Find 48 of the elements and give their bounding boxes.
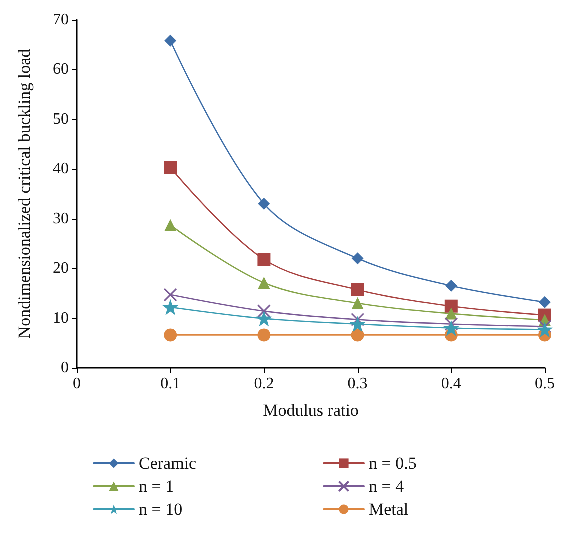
point xyxy=(445,280,458,292)
point xyxy=(352,252,364,265)
y-tick-label: 60 xyxy=(53,61,69,78)
point xyxy=(445,308,458,320)
point xyxy=(164,161,178,174)
point xyxy=(444,300,458,313)
y-tick-label: 40 xyxy=(53,160,69,178)
legend-label: n = 1 xyxy=(139,477,174,496)
point xyxy=(352,297,364,310)
point xyxy=(258,253,271,266)
point xyxy=(164,328,178,342)
point xyxy=(351,328,364,342)
point xyxy=(537,322,553,338)
point xyxy=(256,310,272,327)
point xyxy=(257,304,271,318)
point xyxy=(351,283,364,296)
x-tick-label: 0.2 xyxy=(254,376,274,392)
legend-label: Metal xyxy=(369,500,409,519)
point xyxy=(538,320,552,334)
legend-label: n = 10 xyxy=(139,500,183,519)
x-tick-label: 0 xyxy=(73,376,81,392)
x-tick-label: 0.5 xyxy=(535,376,555,392)
x-axis-title: Modulus ratio xyxy=(263,401,359,420)
y-tick-label: 10 xyxy=(53,310,69,327)
point xyxy=(164,34,177,47)
point xyxy=(162,299,179,316)
point xyxy=(539,296,551,308)
point xyxy=(443,320,460,336)
point xyxy=(258,328,271,342)
y-axis-title: Nondimensionalized critical buckling load xyxy=(15,48,34,339)
x-tick-label: 0.1 xyxy=(160,376,181,392)
x-tick-label: 0.4 xyxy=(441,376,462,392)
legend-label: n = 4 xyxy=(369,477,405,496)
point xyxy=(350,316,366,332)
y-tick-label: 50 xyxy=(53,110,69,128)
point xyxy=(258,198,270,210)
point xyxy=(258,276,270,289)
x-tick-label: 0.3 xyxy=(348,376,368,392)
y-tick-label: 30 xyxy=(53,210,69,228)
y-tick-label: 0 xyxy=(61,360,69,376)
point xyxy=(164,288,178,302)
point xyxy=(444,318,458,331)
y-tick-label: 20 xyxy=(53,260,69,278)
legend-label: n = 0.5 xyxy=(369,454,417,473)
y-tick-label: 70 xyxy=(53,12,69,28)
point xyxy=(164,219,177,232)
legend-label: Ceramic xyxy=(139,454,198,473)
point xyxy=(351,313,365,327)
